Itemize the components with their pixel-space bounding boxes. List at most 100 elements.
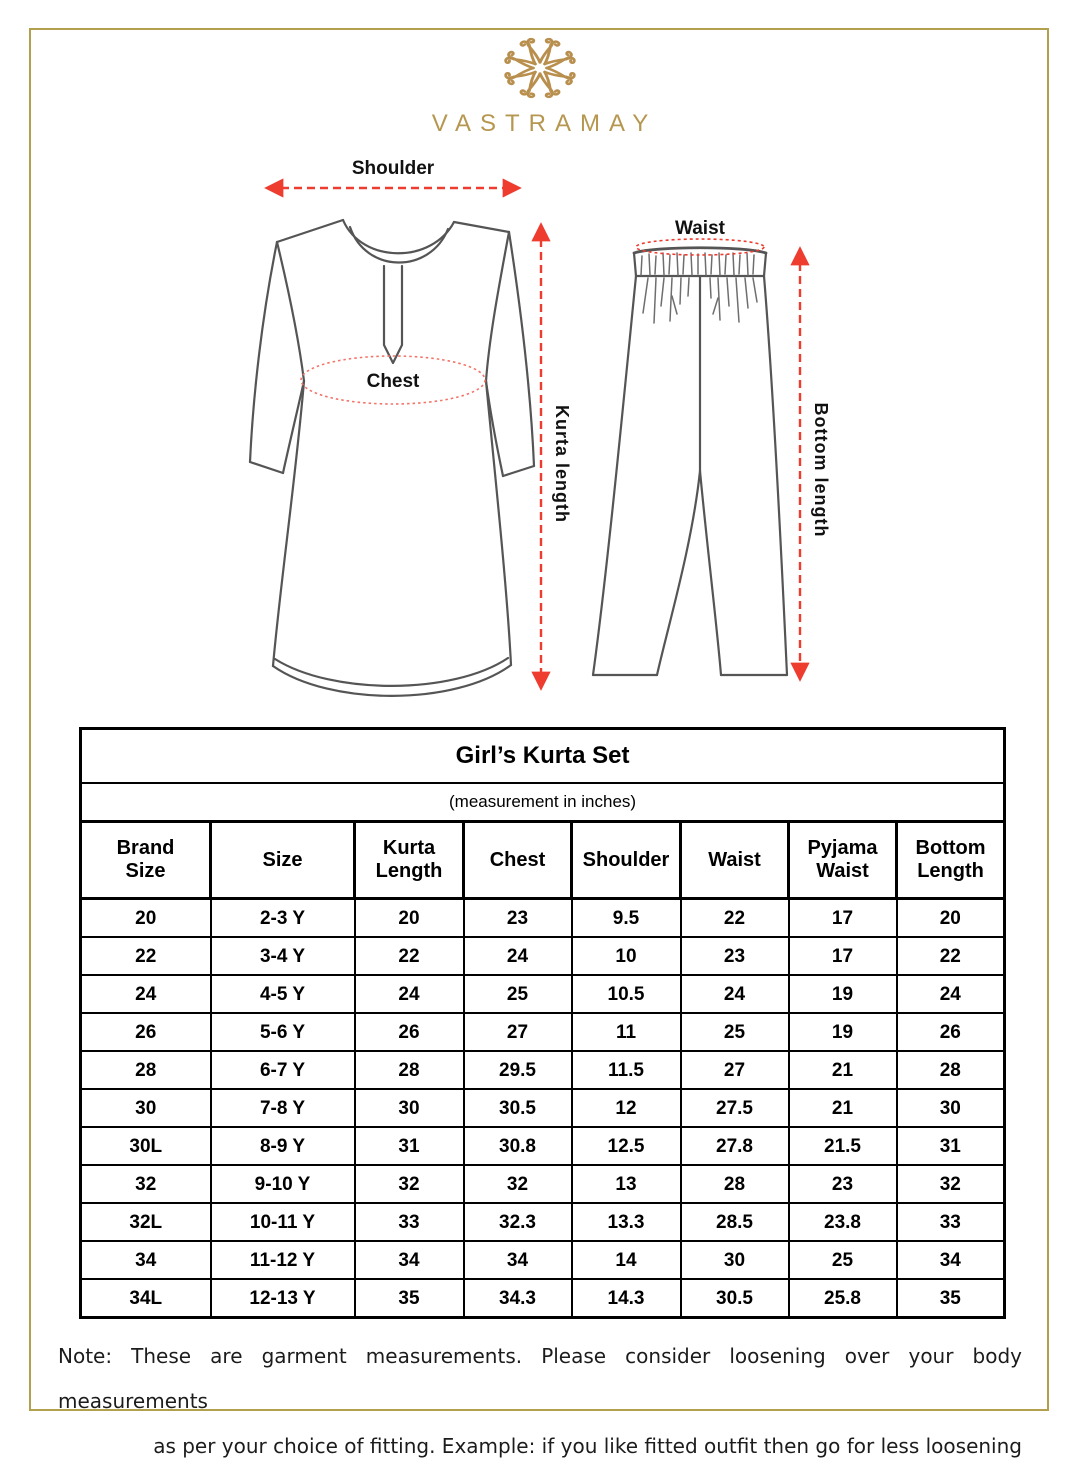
table-cell: 4-5 Y: [209, 974, 356, 1014]
table-cell: 17: [787, 897, 898, 938]
table-cell: 9-10 Y: [209, 1164, 356, 1204]
table-cell: 10-11 Y: [209, 1202, 356, 1242]
table-cell: 10: [570, 936, 682, 976]
table-cell: 10.5: [570, 974, 682, 1014]
table-row: 24 4-5 Y 24 25 10.5 24 19 24: [79, 974, 1006, 1014]
table-cell: 35: [353, 1278, 465, 1319]
gold-page-border: [29, 28, 1049, 1411]
table-cell: 14: [570, 1240, 682, 1280]
table-row: 34 11-12 Y 34 34 14 30 25 34: [79, 1240, 1006, 1280]
table-cell: 7-8 Y: [209, 1088, 356, 1128]
table-cell: 2-3 Y: [209, 897, 356, 938]
table-cell: 12.5: [570, 1126, 682, 1166]
column-header: Bottom Length: [894, 820, 1007, 900]
table-cell: 23: [462, 897, 573, 938]
table-cell: 11.5: [570, 1050, 682, 1090]
table-cell: 30.5: [462, 1088, 573, 1128]
note-line-2: as per your choice of fitting. Example: …: [153, 1434, 1022, 1458]
table-cell: 8-9 Y: [209, 1126, 356, 1166]
table-row: 26 5-6 Y 26 27 11 25 19 26: [79, 1012, 1006, 1052]
column-header: Kurta Length: [353, 820, 465, 900]
size-table-body: 20 2-3 Y 20 23 9.5 22 17 20 22 3-4 Y 22 24 10 23 17 22 2…: [79, 897, 1006, 1319]
table-cell: 31: [895, 1126, 1006, 1166]
table-cell: 20: [895, 897, 1006, 938]
table-cell: 20: [79, 897, 212, 938]
table-cell: 30L: [79, 1126, 212, 1166]
brand-name: VASTRAMAY: [431, 110, 658, 137]
table-cell: 32: [462, 1164, 573, 1204]
table-cell: 34: [462, 1240, 573, 1280]
waist-label: Waist: [675, 218, 726, 239]
table-cell: 24: [895, 974, 1006, 1014]
table-cell: 12: [570, 1088, 682, 1128]
table-cell: 30: [353, 1088, 465, 1128]
table-row: 22 3-4 Y 22 24 10 23 17 22: [79, 936, 1006, 976]
column-header: Brand Size: [79, 820, 212, 900]
table-cell: 23.8: [787, 1202, 898, 1242]
table-cell: 12-13 Y: [209, 1278, 356, 1319]
table-cell: 23: [679, 936, 790, 976]
table-title: Girl’s Kurta Set: [79, 727, 1006, 784]
table-cell: 32: [895, 1164, 1006, 1204]
table-cell: 24: [79, 974, 212, 1014]
table-cell: 31: [353, 1126, 465, 1166]
table-row: 30 7-8 Y 30 30.5 12 27.5 21 30: [79, 1088, 1006, 1128]
table-cell: 34.3: [462, 1278, 573, 1319]
table-cell: 28: [895, 1050, 1006, 1090]
table-row: 30L 8-9 Y 31 30.8 12.5 27.8 21.5 31: [79, 1126, 1006, 1166]
table-cell: 28.5: [679, 1202, 790, 1242]
table-cell: 30: [79, 1088, 212, 1128]
column-header: Pyjama Waist: [787, 820, 898, 900]
table-cell: 25: [787, 1240, 898, 1280]
table-cell: 5-6 Y: [209, 1012, 356, 1052]
header-row: Brand Size Size Kurta Length Chest Shoulder W…: [79, 820, 1007, 900]
kurta-length-label: Kurta length: [552, 405, 572, 523]
table-cell: 11: [570, 1012, 682, 1052]
table-row: 20 2-3 Y 20 23 9.5 22 17 20: [79, 897, 1006, 938]
kurta-outline-drawing: [248, 218, 536, 697]
table-cell: 20: [353, 897, 465, 938]
table-cell: 21.5: [787, 1126, 898, 1166]
table-row: 34L 12-13 Y 35 34.3 14.3 30.5 25.8 35: [79, 1278, 1006, 1319]
table-cell: 33: [895, 1202, 1006, 1242]
table-cell: 25.8: [787, 1278, 898, 1319]
table-cell: 32: [353, 1164, 465, 1204]
table-cell: 14.3: [570, 1278, 682, 1319]
table-cell: 17: [787, 936, 898, 976]
table-cell: 28: [79, 1050, 212, 1090]
table-cell: 21: [787, 1088, 898, 1128]
waist-measure-ellipse: [635, 238, 765, 256]
table-cell: 34: [79, 1240, 212, 1280]
table-cell: 21: [787, 1050, 898, 1090]
table-cell: 24: [679, 974, 790, 1014]
table-cell: 26: [353, 1012, 465, 1052]
table-cell: 34: [353, 1240, 465, 1280]
table-subtitle: (measurement in inches): [79, 782, 1006, 823]
table-cell: 27: [462, 1012, 573, 1052]
chest-label: Chest: [367, 371, 420, 392]
table-cell: 30: [895, 1088, 1006, 1128]
table-cell: 32L: [79, 1202, 212, 1242]
table-cell: 23: [787, 1164, 898, 1204]
table-cell: 27.5: [679, 1088, 790, 1128]
table-cell: 30: [679, 1240, 790, 1280]
table-cell: 24: [462, 936, 573, 976]
table-cell: 34L: [79, 1278, 212, 1319]
note-line-1: Note: These are garment measurements. Pl…: [58, 1344, 1022, 1413]
table-cell: 6-7 Y: [209, 1050, 356, 1090]
table-row: 32 9-10 Y 32 32 13 28 23 32: [79, 1164, 1006, 1204]
table-cell: 11-12 Y: [209, 1240, 356, 1280]
size-chart-table: Girl’s Kurta Set (measurement in inches)…: [79, 727, 1007, 1319]
table-cell: 33: [353, 1202, 465, 1242]
subtitle-row: (measurement in inches): [79, 782, 1006, 823]
table-cell: 32: [79, 1164, 212, 1204]
table-cell: 24: [353, 974, 465, 1014]
chest-measure-ellipse: [300, 355, 486, 405]
table-cell: 34: [895, 1240, 1006, 1280]
table-cell: 25: [679, 1012, 790, 1052]
table-cell: 3-4 Y: [209, 936, 356, 976]
table-row: 32L 10-11 Y 33 32.3 13.3 28.5 23.8 33: [79, 1202, 1006, 1242]
table-cell: 26: [895, 1012, 1006, 1052]
table-cell: 19: [787, 1012, 898, 1052]
column-header: Shoulder: [570, 820, 682, 900]
